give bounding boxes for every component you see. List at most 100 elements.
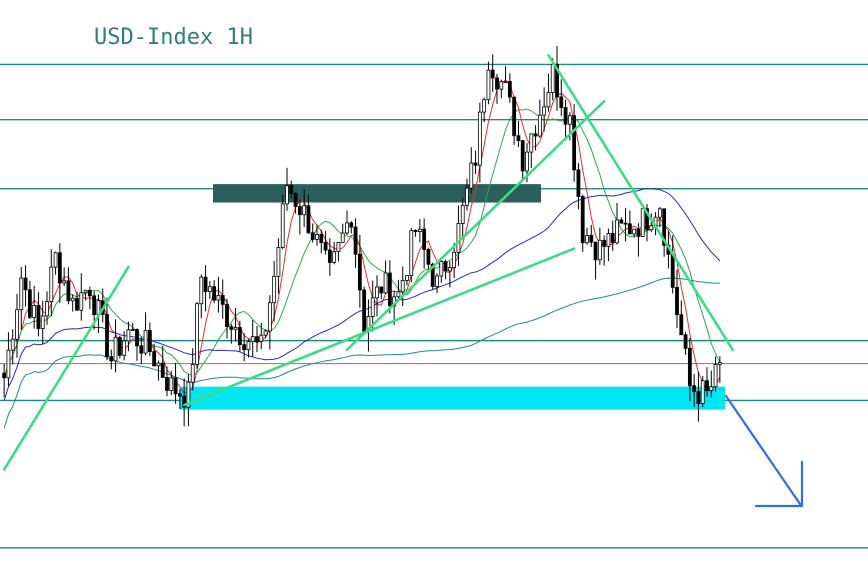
- candle-body: [45, 301, 49, 317]
- candle-body: [117, 337, 122, 356]
- candle-body: [79, 292, 84, 311]
- candle-body: [143, 330, 148, 354]
- candle-body: [627, 223, 632, 235]
- candle-body: [537, 114, 542, 137]
- candle-body: [567, 115, 572, 125]
- candle-body: [220, 295, 225, 305]
- candle-body: [357, 253, 362, 291]
- ma-slow-line: [3, 188, 721, 401]
- resistance-zone: [213, 184, 541, 203]
- candle-body: [623, 222, 628, 225]
- candle-body: [289, 185, 294, 194]
- candle-body: [370, 297, 375, 317]
- candle-body: [700, 380, 705, 404]
- candle-body: [550, 63, 555, 93]
- candle-body: [687, 347, 692, 387]
- candle-body: [452, 251, 457, 268]
- candles: [2, 45, 722, 427]
- candle-body: [340, 232, 345, 243]
- candle-body: [319, 234, 324, 243]
- candle-body: [610, 233, 615, 244]
- candle-body: [576, 169, 581, 197]
- candle-body: [6, 349, 11, 379]
- candle-body: [713, 363, 718, 388]
- candle-body: [589, 235, 594, 243]
- candle-body: [692, 385, 697, 392]
- candle-body: [593, 241, 598, 261]
- candle-body: [460, 204, 465, 224]
- candle-body: [657, 208, 662, 218]
- candle-body: [670, 254, 675, 288]
- candle-body: [160, 362, 165, 378]
- candle-body: [465, 187, 469, 206]
- candle-body: [199, 276, 204, 305]
- candle-body: [580, 196, 585, 244]
- candle-body: [212, 286, 217, 301]
- candle-body: [49, 266, 54, 302]
- candle-body: [280, 203, 285, 248]
- candle-body: [495, 77, 499, 90]
- candle-body: [87, 290, 92, 297]
- candle-body: [32, 305, 37, 318]
- candle-body: [225, 304, 229, 327]
- candle-body: [597, 239, 602, 261]
- chart-title: USD-Index 1H: [94, 25, 253, 50]
- candle-body: [23, 277, 28, 291]
- candle-body: [147, 330, 152, 352]
- candle-body: [602, 239, 607, 247]
- candle-body: [165, 377, 169, 391]
- candle-body: [327, 249, 332, 263]
- candle-body: [375, 286, 379, 299]
- candle-body: [315, 234, 319, 240]
- candle-body: [15, 309, 19, 340]
- candle-body: [105, 314, 109, 357]
- arrow-shaft: [724, 394, 802, 506]
- candle-body: [233, 327, 238, 330]
- support-zone: [180, 386, 725, 410]
- candle-body: [70, 297, 75, 302]
- candle-body: [632, 228, 637, 235]
- trend-line: [345, 99, 606, 352]
- candle-body: [709, 386, 714, 392]
- ma-medium-line: [3, 108, 721, 378]
- candle-body: [19, 277, 24, 311]
- candle-body: [443, 261, 448, 272]
- candle-body: [405, 275, 409, 281]
- candle-body: [267, 302, 272, 332]
- candle-body: [332, 251, 337, 263]
- candle-body: [447, 267, 452, 272]
- candle-body: [173, 377, 178, 395]
- candle-body: [606, 233, 611, 247]
- candle-body: [473, 162, 478, 166]
- candle-body: [662, 208, 667, 246]
- candle-body: [469, 162, 474, 189]
- candle-body: [302, 205, 307, 216]
- candle-body: [705, 380, 709, 392]
- candle-body: [400, 279, 405, 293]
- candle-body: [482, 99, 487, 113]
- candle-body: [139, 345, 144, 354]
- candle-body: [122, 340, 127, 356]
- candle-body: [66, 280, 71, 302]
- candle-body: [135, 329, 139, 347]
- direction-arrow: [724, 394, 804, 508]
- ma-long-line: [3, 277, 720, 429]
- trend-line: [2, 265, 130, 471]
- candle-body: [533, 133, 538, 137]
- candle-body: [619, 219, 624, 224]
- candle-body: [542, 106, 547, 116]
- candle-body: [430, 263, 435, 287]
- candle-body: [75, 297, 79, 311]
- candle-body: [272, 275, 277, 304]
- candle-body: [36, 305, 41, 329]
- candle-body: [516, 135, 521, 141]
- candle-body: [649, 225, 654, 231]
- candle-body: [645, 208, 649, 231]
- candle-body: [2, 372, 7, 379]
- candle-body: [546, 92, 551, 108]
- candle-body: [683, 334, 688, 349]
- candle-body: [255, 336, 259, 342]
- candle-body: [250, 336, 255, 343]
- candle-body: [285, 185, 289, 205]
- candle-body: [207, 286, 212, 293]
